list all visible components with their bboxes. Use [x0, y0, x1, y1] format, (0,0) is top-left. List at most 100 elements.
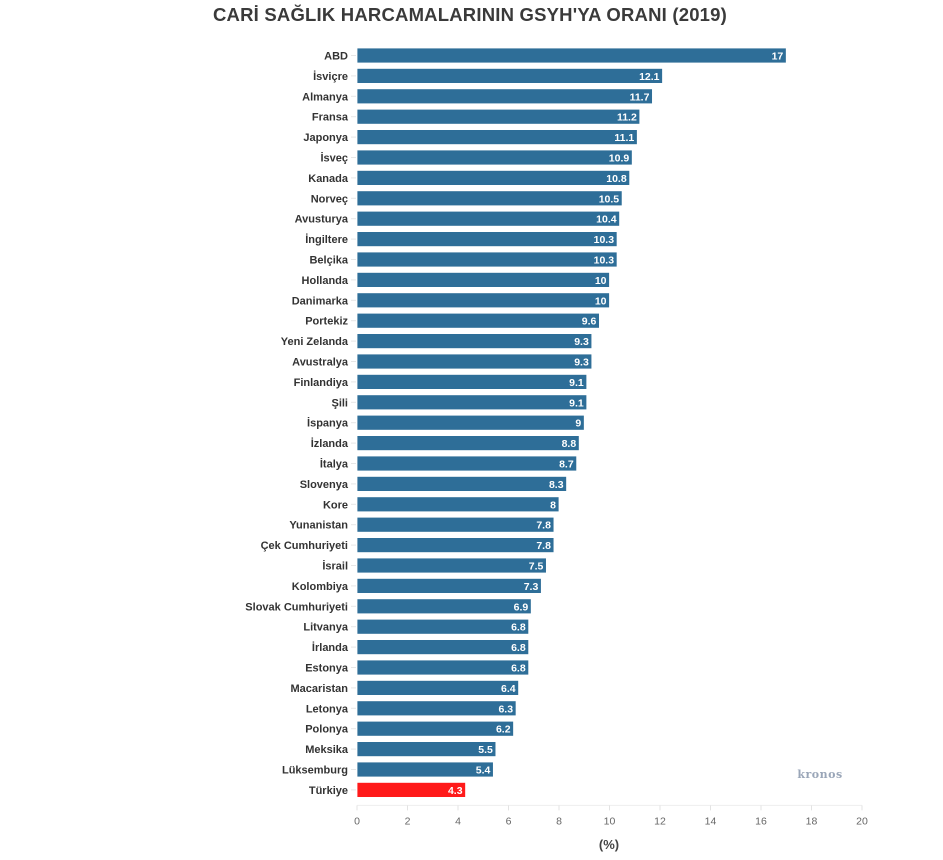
bar-group: İzlanda 8.8	[311, 435, 580, 452]
value-label: 9	[575, 418, 581, 430]
bar[interactable]	[356, 108, 641, 125]
bar[interactable]	[356, 639, 530, 655]
value-label: 7.3	[524, 581, 539, 593]
category-label: Slovenya	[300, 479, 349, 491]
bar[interactable]	[356, 210, 621, 227]
bar-group: Litvanya 6.8	[303, 618, 530, 635]
category-label: Lüksemburg	[282, 765, 348, 777]
bar-group: Lüksemburg 5.4	[282, 761, 494, 778]
bar[interactable]	[356, 496, 560, 513]
category-label: Macaristan	[291, 683, 349, 695]
category-label: İzlanda	[311, 437, 349, 450]
category-label: İrlanda	[312, 641, 349, 654]
bar[interactable]	[356, 292, 610, 309]
category-label: Belçika	[309, 255, 348, 267]
bar-group: Şili 9.1	[331, 394, 588, 411]
bar-group: Kolombiya 7.3	[292, 578, 542, 594]
bar[interactable]	[356, 700, 517, 717]
bar-group: İtalya 8.7	[320, 455, 578, 472]
category-label: İsrail	[322, 560, 348, 573]
category-label: Portekiz	[305, 316, 348, 328]
bar[interactable]	[356, 88, 653, 105]
bar[interactable]	[356, 741, 497, 757]
bar[interactable]	[356, 373, 588, 390]
bar-group: Danimarka 10	[292, 292, 610, 309]
bar[interactable]	[356, 251, 618, 268]
bar[interactable]	[356, 578, 542, 594]
bar[interactable]	[356, 414, 585, 431]
value-label: 6.8	[511, 642, 526, 654]
bar-group: Hollanda 10	[302, 271, 610, 288]
value-label: 5.5	[478, 744, 493, 756]
bar[interactable]	[356, 557, 547, 574]
bar[interactable]	[356, 47, 787, 64]
x-tick-label: 4	[455, 815, 461, 827]
category-label: Şili	[331, 397, 348, 409]
bar-group: İsviçre 12.1	[313, 68, 663, 84]
category-label: İsviçre	[313, 70, 348, 83]
value-label: 10.3	[594, 255, 615, 267]
bar[interactable]	[356, 231, 618, 248]
x-tick-label: 10	[604, 815, 616, 827]
value-label: 11.2	[617, 112, 637, 124]
value-label: 6.9	[514, 601, 529, 613]
bar[interactable]	[356, 761, 494, 778]
value-label: 10.3	[594, 234, 615, 246]
bar[interactable]	[356, 475, 567, 492]
bars-layer: ABD 17 İsviçre 12.1 Almanya 11.7 Fransa 11.2 Jap…	[245, 47, 787, 798]
bar[interactable]	[356, 435, 580, 452]
value-label: 9.6	[582, 316, 597, 328]
bar[interactable]	[356, 149, 633, 166]
x-tick-label: 14	[705, 815, 717, 827]
chart-title: CARİ SAĞLIK HARCAMALARININ GSYH'YA ORANI…	[212, 4, 728, 25]
bar-group: İspanya 9	[307, 414, 585, 431]
bar[interactable]	[356, 129, 638, 146]
x-tick-label: 0	[354, 815, 360, 827]
bar-group: Letonya 6.3	[306, 700, 517, 717]
bar[interactable]	[356, 618, 530, 635]
value-label: 9.3	[574, 357, 589, 369]
bar-group: Japonya 11.1	[303, 129, 638, 146]
category-label: İngiltere	[305, 233, 348, 246]
bar[interactable]	[356, 394, 588, 411]
bar[interactable]	[356, 190, 623, 207]
bar[interactable]	[356, 271, 610, 288]
bar-group: İsrail 7.5	[322, 557, 547, 574]
bar[interactable]	[356, 598, 532, 615]
bar-group: Meksika 5.5	[305, 741, 497, 757]
bar-group: İsveç 10.9	[320, 149, 633, 166]
value-label: 9.1	[569, 397, 584, 409]
category-label: Çek Cumhuriyeti	[261, 540, 348, 552]
bar-group: Estonya 6.8	[305, 659, 530, 676]
bar[interactable]	[356, 312, 600, 329]
category-label: Avustralya	[292, 357, 349, 369]
category-label: Almanya	[302, 91, 349, 103]
category-label: Danimarka	[292, 295, 349, 307]
x-axis: 0 2 4 6 8 10 12 14 16 18 20	[354, 804, 868, 827]
bar[interactable]	[356, 455, 578, 472]
bar-group: Çek Cumhuriyeti 7.8	[261, 537, 555, 553]
bar[interactable]	[356, 680, 520, 696]
value-label: 6.2	[496, 724, 511, 736]
value-label: 10.4	[596, 214, 617, 226]
bar-group: Kore 8	[323, 496, 560, 513]
value-label: 10.5	[599, 193, 620, 205]
x-tick-label: 2	[405, 815, 411, 827]
bar[interactable]	[356, 659, 530, 676]
bar[interactable]	[356, 516, 555, 533]
category-label: Yunanistan	[289, 520, 348, 532]
bar[interactable]	[356, 782, 466, 798]
bar[interactable]	[356, 720, 514, 737]
x-tick-label: 12	[654, 815, 666, 827]
value-label: 10.8	[606, 173, 627, 185]
bar[interactable]	[356, 169, 631, 186]
bar[interactable]	[356, 333, 593, 350]
bar-group: ABD 17	[324, 47, 787, 64]
bar-group: İrlanda 6.8	[312, 639, 530, 655]
bar[interactable]	[356, 353, 593, 370]
category-label: Slovak Cumhuriyeti	[245, 601, 348, 613]
bar[interactable]	[356, 537, 555, 553]
bar[interactable]	[356, 68, 663, 84]
category-label: Türkiye	[309, 785, 348, 797]
